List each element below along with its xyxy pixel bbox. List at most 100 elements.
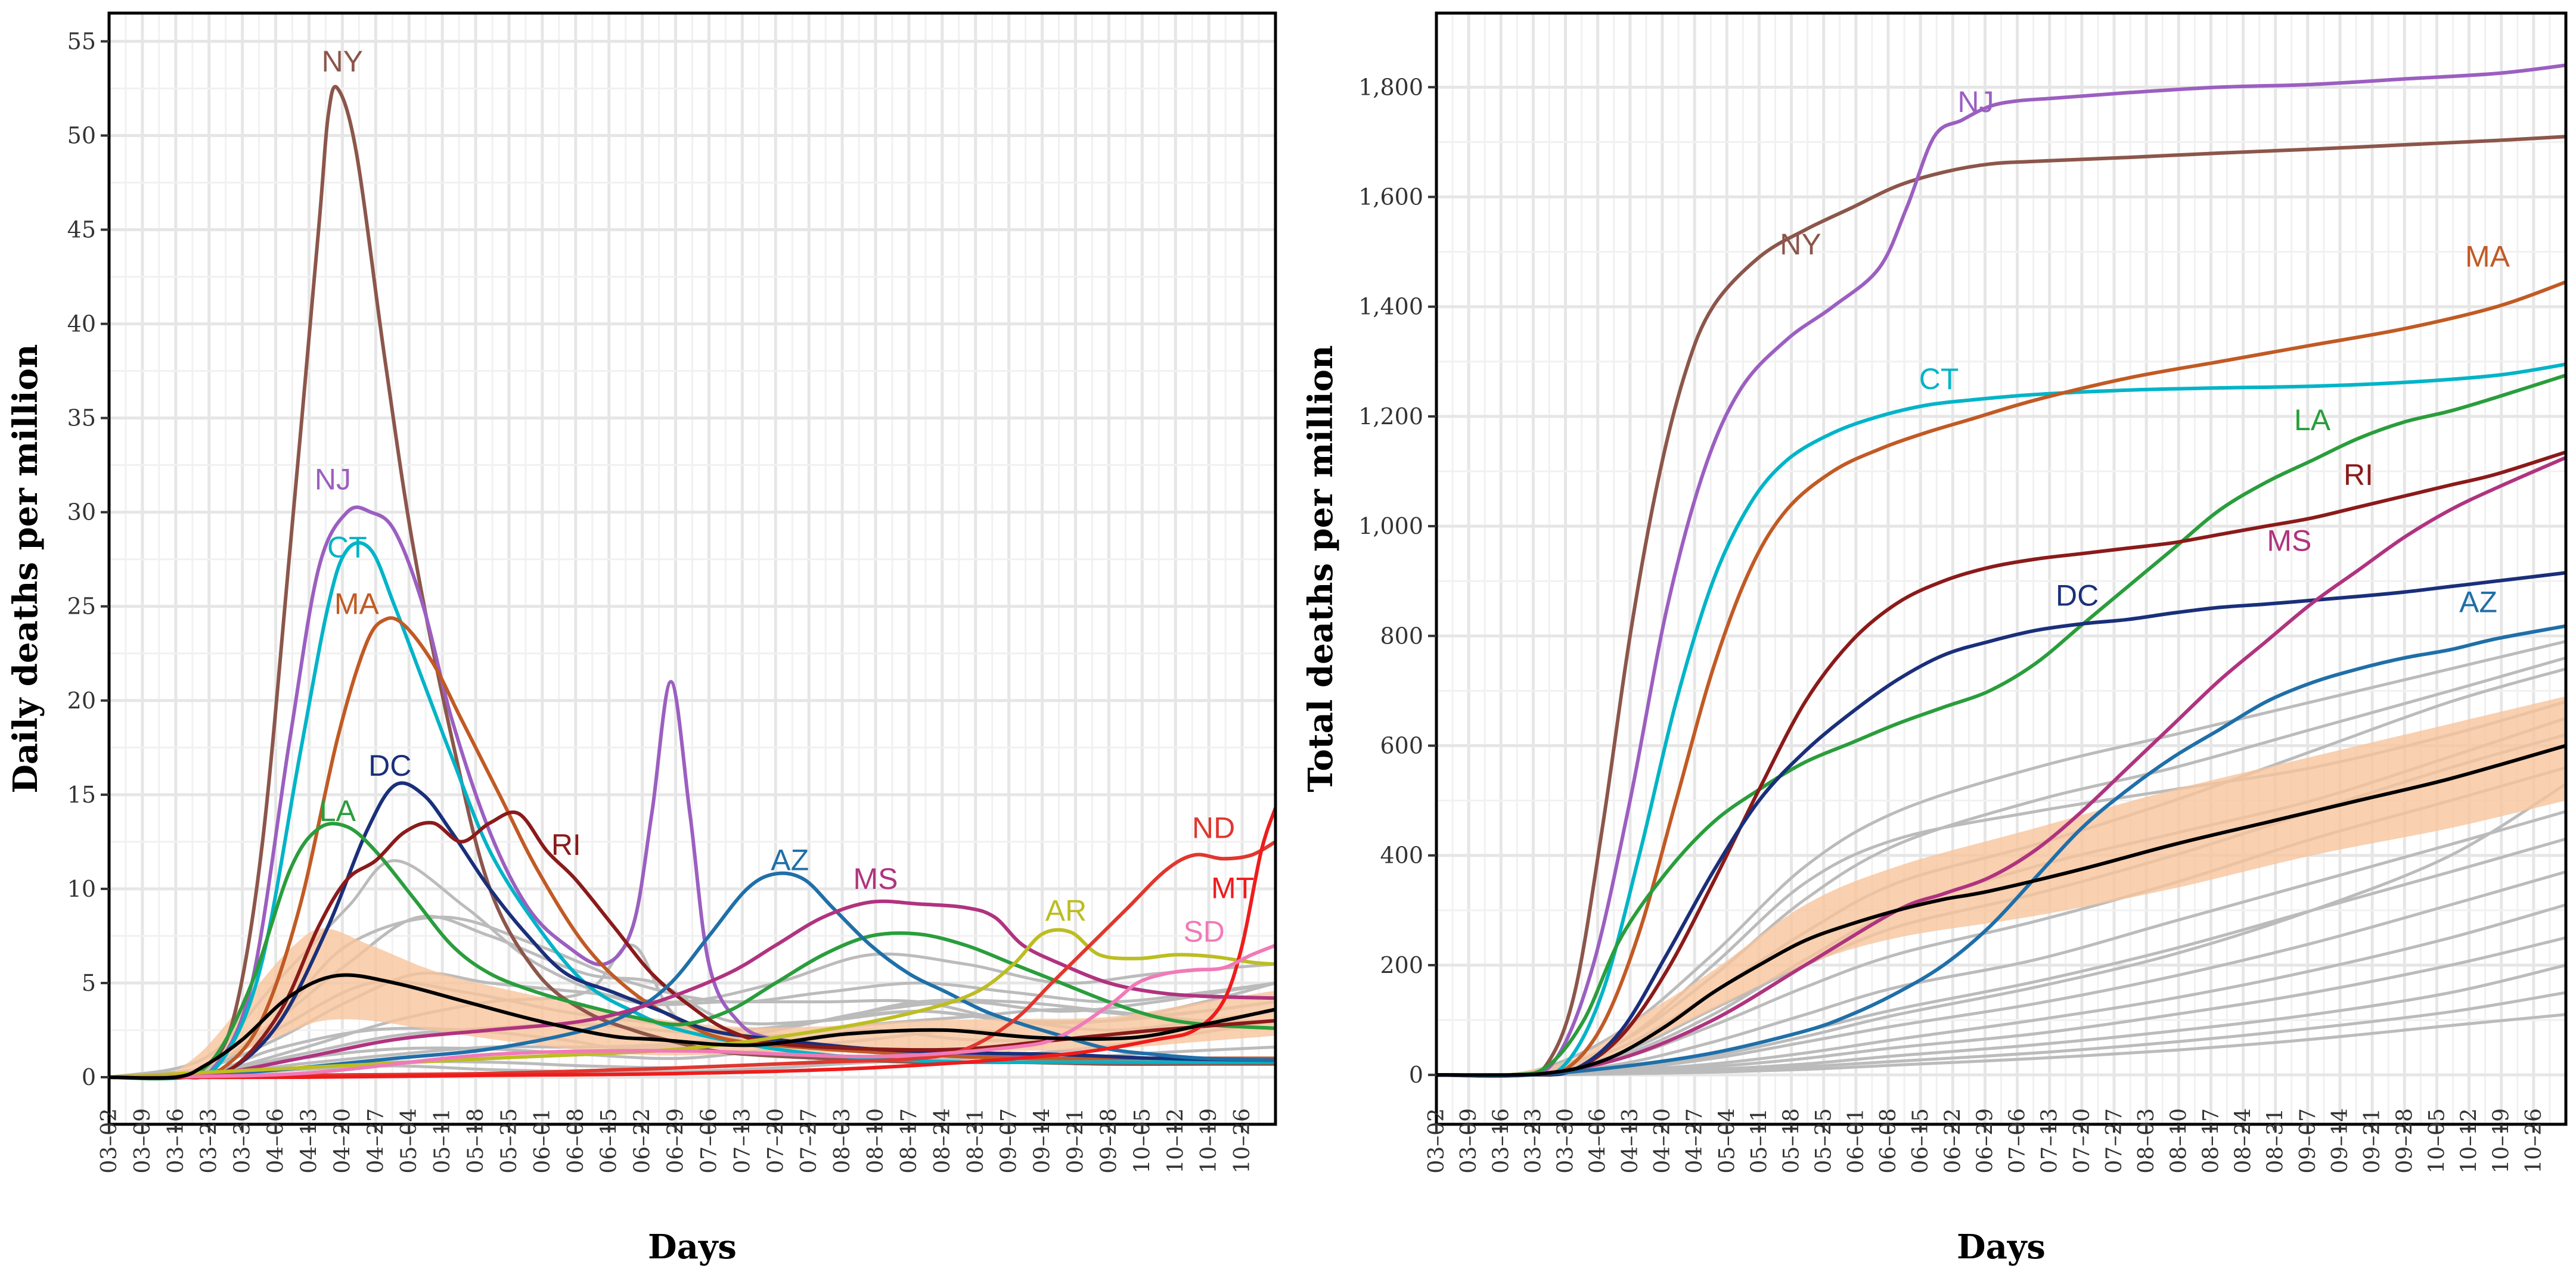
chart-0-xtick-label: 10–12 <box>1163 1108 1188 1174</box>
chart-1-data-layer <box>1436 63 2566 1078</box>
chart-0-xtick-label: 06–01 <box>530 1108 555 1174</box>
chart-0-grey-series-line-10 <box>109 1019 1275 1079</box>
daily-deaths-panel: NY NJ CT MA DC LA RI AZ MS AR ND MT SD 0 5 10 15 20 25 30 35… <box>6 11 1277 1267</box>
chart-1-y-axis-title: Total deaths per million <box>1301 345 1340 792</box>
chart-0-xtick-label: 06–22 <box>631 1108 655 1174</box>
chart-1-xtick-label: 10–05 <box>2425 1108 2449 1174</box>
chart-0-series-line-ma <box>109 616 1275 1080</box>
chart-1-ytick-label: 1,200 <box>1358 403 1423 430</box>
chart-0-confidence-band <box>166 928 1275 1077</box>
chart-0-xtick-label: 04–06 <box>264 1108 288 1174</box>
chart-0-series-label-ma: MA <box>334 587 380 620</box>
chart-1-ytick-label: 0 <box>1409 1062 1423 1088</box>
chart-1-xtick-label: 04–06 <box>1586 1108 1610 1174</box>
chart-1-series-line-ri <box>1436 450 2566 1077</box>
chart-1-xtick-label: 06–01 <box>1844 1108 1869 1174</box>
chart-0-ytick-label: 50 <box>67 122 96 148</box>
chart-1-series-line-nj <box>1436 63 2566 1078</box>
chart-1-grey-series-line-0 <box>1436 640 2566 1078</box>
chart-1-series-label-ct: CT <box>1919 362 1959 396</box>
chart-1-xtick-label: 07–13 <box>2038 1108 2062 1174</box>
chart-1-xtick-label: 03–16 <box>1489 1108 1513 1174</box>
chart-1-series-line-ny <box>1436 135 2566 1078</box>
chart-0-xtick-label: 09–21 <box>1064 1108 1088 1174</box>
chart-1-mean-line <box>1436 744 2566 1077</box>
chart-0-xtick-label: 08–24 <box>930 1108 955 1174</box>
chart-0-series-label-mt: MT <box>1211 872 1254 905</box>
chart-0-series-label-sd: SD <box>1183 915 1224 948</box>
chart-1-xtick-label: 08–03 <box>2134 1108 2159 1174</box>
chart-0-series-label-nd: ND <box>1192 811 1235 845</box>
chart-0-ytick-label: 55 <box>67 28 96 54</box>
chart-1-xtick-label: 03–02 <box>1424 1108 1449 1174</box>
chart-1-xtick-label: 03–23 <box>1521 1108 1545 1174</box>
chart-0-xtick-label: 03–09 <box>131 1108 155 1174</box>
chart-1-xtick-label: 09–14 <box>2328 1108 2352 1174</box>
chart-0-ytick-label: 20 <box>67 688 96 714</box>
chart-0-xtick-label: 07–27 <box>797 1108 821 1174</box>
chart-1-xtick-label: 04–13 <box>1618 1108 1643 1174</box>
chart-0-xtick-label: 10–19 <box>1197 1108 1221 1174</box>
chart-1-ytick-label: 600 <box>1380 733 1423 759</box>
chart-1-xtick-label: 06–29 <box>1973 1108 1997 1174</box>
chart-1-series-label-ms: MS <box>2267 524 2311 558</box>
chart-1-series-line-la <box>1436 374 2566 1078</box>
chart-0-series-label-nj: NJ <box>315 463 351 496</box>
chart-1-xtick-label: 03–30 <box>1554 1108 1578 1174</box>
chart-0-xtick-label: 04–27 <box>364 1108 388 1174</box>
chart-1-xtick-label: 09–21 <box>2360 1108 2385 1174</box>
chart-1-series-label-ri: RI <box>2344 458 2373 492</box>
chart-0-xtick-label: 07–06 <box>697 1108 721 1174</box>
chart-1-grey-series-line-8 <box>1436 903 2566 1077</box>
chart-1-series-line-ms <box>1436 456 2566 1078</box>
chart-0-xtick-label: 08–10 <box>864 1108 888 1174</box>
chart-0-ytick-label: 35 <box>67 405 96 431</box>
chart-1-series-label-la: LA <box>2294 403 2331 437</box>
chart-1-xtick-label: 10–19 <box>2490 1108 2514 1174</box>
chart-1-xtick-label: 05–11 <box>1747 1108 1771 1174</box>
chart-0-xtick-label: 05–04 <box>397 1108 421 1174</box>
chart-1-xtick-label: 09–28 <box>2392 1108 2417 1174</box>
chart-0-xtick-label: 09–14 <box>1031 1108 1055 1174</box>
chart-1-series-line-ct <box>1436 362 2566 1078</box>
chart-1-series-label-ny: NY <box>1780 228 1821 261</box>
chart-0-ytick-label: 5 <box>82 970 96 996</box>
chart-1-series-line-ma <box>1436 280 2566 1077</box>
chart-0-xtick-label: 03–16 <box>164 1108 188 1174</box>
chart-1-xtick-label: 10–26 <box>2522 1108 2546 1174</box>
chart-0-xtick-label: 07–20 <box>764 1108 788 1174</box>
chart-0-series-label-ny: NY <box>322 45 363 78</box>
chart-1-xtick-label: 04–27 <box>1683 1108 1707 1174</box>
chart-0-xtick-label: 05–25 <box>497 1108 522 1174</box>
chart-0-xtick-label: 03–23 <box>197 1108 222 1174</box>
chart-1-x-axis-title: Days <box>1957 1227 2046 1267</box>
chart-0-xtick-label: 09–07 <box>997 1108 1022 1174</box>
chart-1-series-line-dc <box>1436 571 2566 1077</box>
chart-1-xtick-label: 09–07 <box>2296 1108 2320 1174</box>
chart-1-xtick-label: 10–12 <box>2457 1108 2482 1174</box>
chart-0-ytick-label: 40 <box>67 311 96 337</box>
chart-1-xtick-label: 05–25 <box>1812 1108 1836 1174</box>
chart-0-xtick-label: 10–05 <box>1130 1108 1154 1174</box>
chart-0-xtick-label: 06–15 <box>597 1108 622 1174</box>
chart-0-x-axis-title: Days <box>648 1227 737 1267</box>
chart-1-series-label-ma: MA <box>2465 240 2510 273</box>
chart-0-series-line-ms <box>109 899 1275 1080</box>
chart-0-series-label-ms: MS <box>854 862 898 895</box>
chart-1-xtick-label: 05–04 <box>1715 1108 1739 1174</box>
chart-1-xtick-label: 07–20 <box>2070 1108 2094 1174</box>
chart-1-ytick-label: 400 <box>1380 842 1423 869</box>
chart-1-xtick-label: 04–20 <box>1650 1108 1675 1174</box>
chart-1-series-line-az <box>1436 624 2566 1078</box>
chart-0-series-label-la: LA <box>319 794 356 828</box>
chart-1-xtick-label: 05–18 <box>1780 1108 1804 1174</box>
chart-1-ytick-label: 1,400 <box>1358 294 1423 320</box>
chart-1-xtick-label: 07–06 <box>2006 1108 2030 1174</box>
chart-0-xtick-label: 08–17 <box>897 1108 921 1174</box>
chart-0-mean-line <box>109 973 1275 1080</box>
chart-1-grey-series-line-12 <box>1436 1013 2566 1077</box>
chart-0-series-label-dc: DC <box>368 749 411 782</box>
chart-0-series-line-ct <box>109 541 1275 1081</box>
chart-0-xtick-label: 10–26 <box>1230 1108 1255 1174</box>
chart-1-xtick-label: 08–24 <box>2232 1108 2256 1174</box>
